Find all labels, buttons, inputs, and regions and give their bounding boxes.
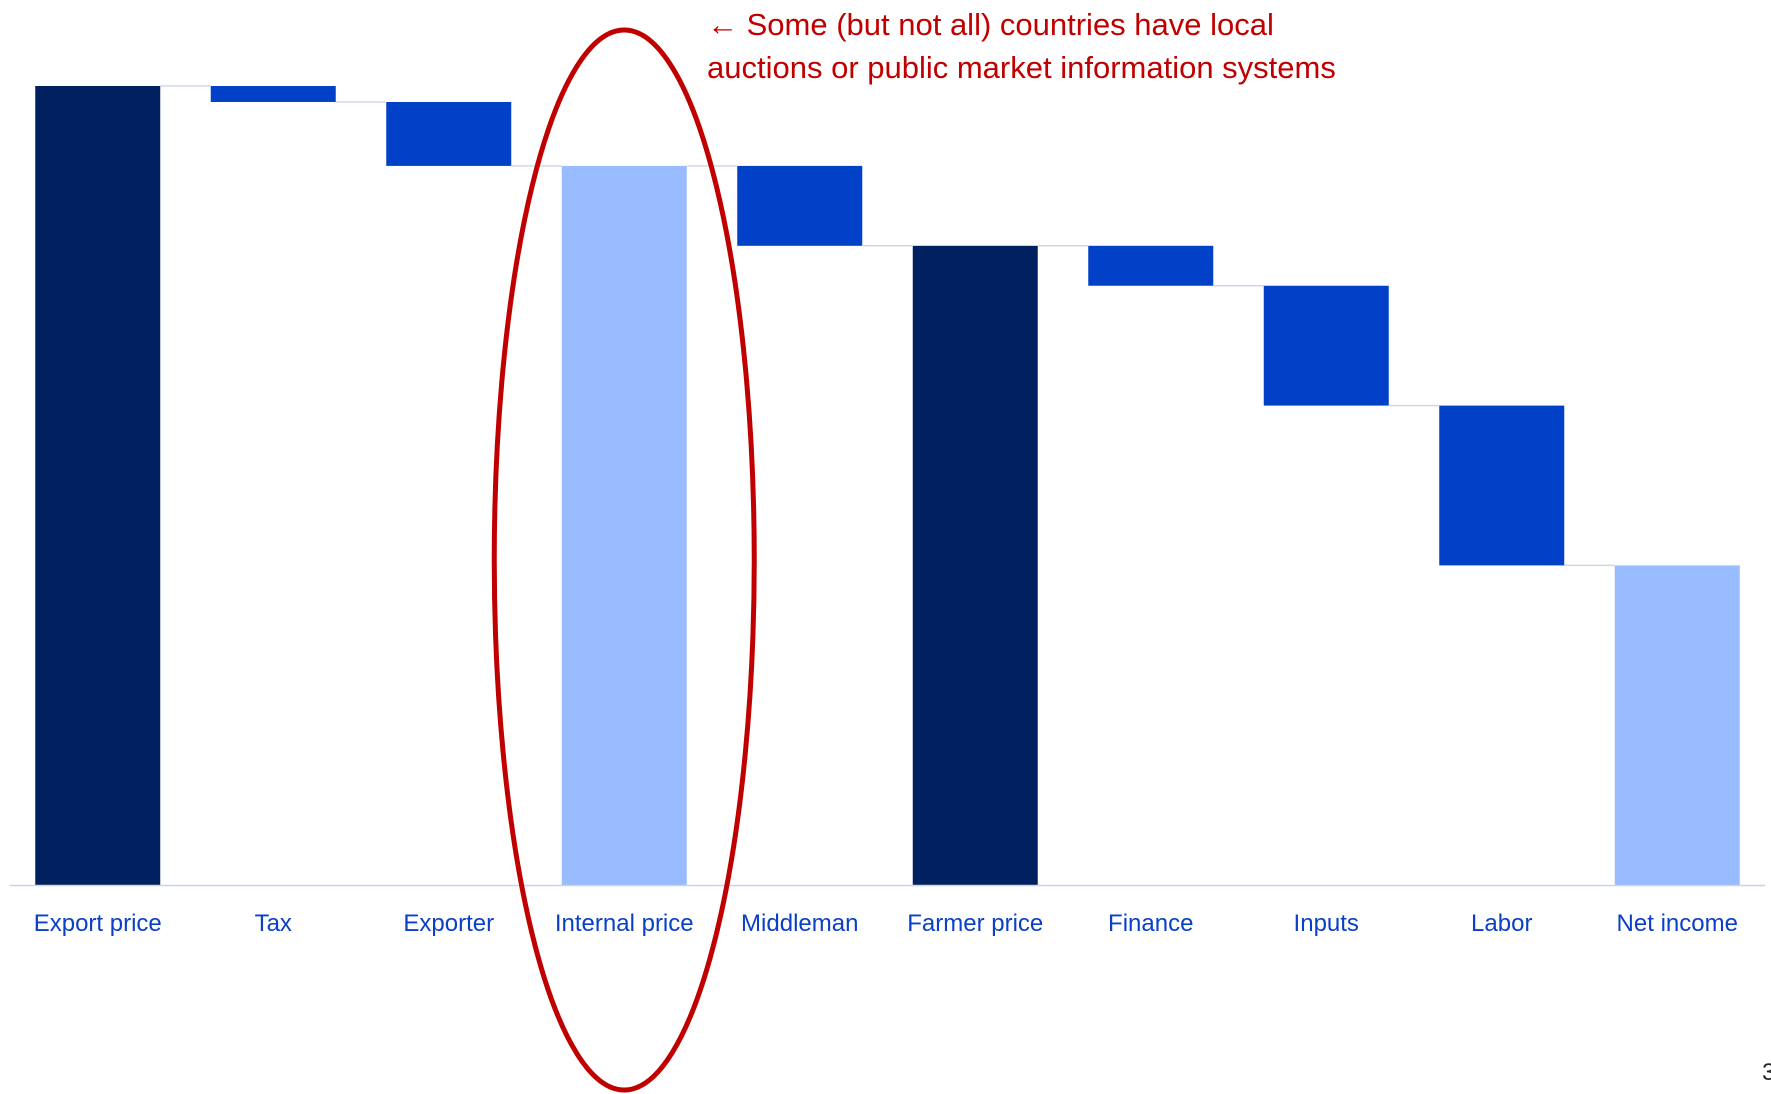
bars-layer [35,86,1740,886]
annotation-line-2: auctions or public market information sy… [707,50,1336,85]
highlight-ellipse [491,27,757,1093]
category-label-net-income: Net income [1617,910,1738,937]
bar-export-price [35,86,161,885]
bar-finance [1088,245,1214,286]
category-label-export-price: Export price [34,910,162,937]
bar-internal-price [561,165,687,885]
bar-net-income [1614,565,1740,885]
bar-farmer-price [912,245,1038,886]
bar-exporter [386,101,512,166]
category-label-farmer-price: Farmer price [907,910,1043,937]
bar-middleman [737,165,863,246]
category-label-inputs: Inputs [1294,910,1359,937]
category-label-finance: Finance [1108,910,1193,937]
annotation-line-1: ← Some (but not all) countries have loca… [707,7,1274,42]
connectors-layer [160,85,1615,567]
category-label-exporter: Exporter [403,910,494,937]
page-number: 3 [1762,1059,1771,1086]
bar-labor [1439,405,1565,566]
bar-inputs [1263,285,1389,406]
category-label-middleman: Middleman [741,910,858,937]
category-label-labor: Labor [1471,910,1532,937]
bar-tax [210,86,336,102]
category-label-tax: Tax [255,910,292,937]
category-label-internal-price: Internal price [555,910,694,937]
category-labels: Export price Tax Exporter Internal price Mid… [34,910,1738,937]
